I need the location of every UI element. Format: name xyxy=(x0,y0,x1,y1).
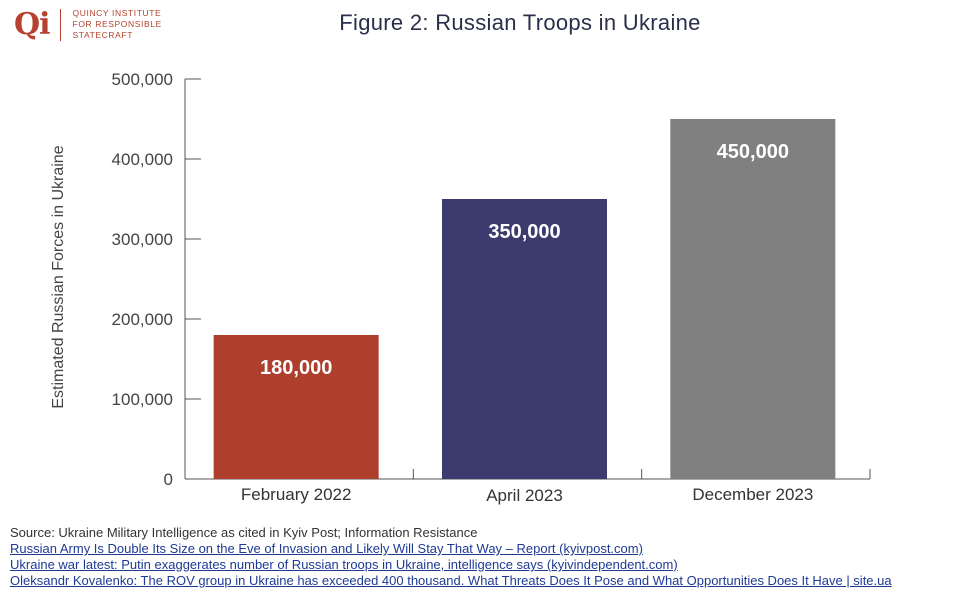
logo-text: QUINCY INSTITUTE FOR RESPONSIBLE STATECR… xyxy=(73,8,162,41)
logo-line-3: STATECRAFT xyxy=(72,30,133,40)
logo-divider xyxy=(59,8,61,41)
x-tick-label: February 2022 xyxy=(241,485,352,504)
source-link-siteua[interactable]: Oleksandr Kovalenko: The ROV group in Uk… xyxy=(10,573,892,588)
bar xyxy=(670,119,836,479)
x-tick-label: April 2023 xyxy=(486,486,563,505)
institute-logo: Qi QUINCY INSTITUTE FOR RESPONSIBLE STAT… xyxy=(14,8,162,41)
data-label: 450,000 xyxy=(717,141,789,163)
logo-line-1: QUINCY INSTITUTE xyxy=(72,8,162,18)
source-link-kyivindependent[interactable]: Ukraine war latest: Putin exaggerates nu… xyxy=(10,557,678,572)
data-label: 350,000 xyxy=(488,221,560,243)
bar-chart: 0 100,000 200,000 300,000 400,000 500,000 Esti… xyxy=(50,70,871,505)
y-tick-label: 100,000 xyxy=(112,390,173,409)
source-section: Source: Ukraine Military Intelligence as… xyxy=(10,524,950,589)
y-axis-label: Estimated Russian Forces in Ukraine xyxy=(50,145,67,408)
source-text: Source: Ukraine Military Intelligence as… xyxy=(10,525,478,540)
logo-mark: Qi xyxy=(14,6,51,42)
bar xyxy=(213,335,379,479)
x-tick-label: December 2023 xyxy=(692,485,813,504)
source-link-kyivpost[interactable]: Russian Army Is Double Its Size on the E… xyxy=(10,541,643,556)
logo-line-2: FOR RESPONSIBLE xyxy=(72,19,162,29)
y-tick-label: 0 xyxy=(164,470,173,489)
chart-title: Figure 2: Russian Troops in Ukraine xyxy=(339,10,701,35)
y-tick-label: 200,000 xyxy=(112,310,173,329)
data-label: 180,000 xyxy=(260,357,332,379)
y-tick-label: 500,000 xyxy=(112,70,173,89)
bar xyxy=(442,199,607,479)
y-tick-label: 400,000 xyxy=(112,150,173,169)
y-tick-label: 300,000 xyxy=(112,230,173,249)
